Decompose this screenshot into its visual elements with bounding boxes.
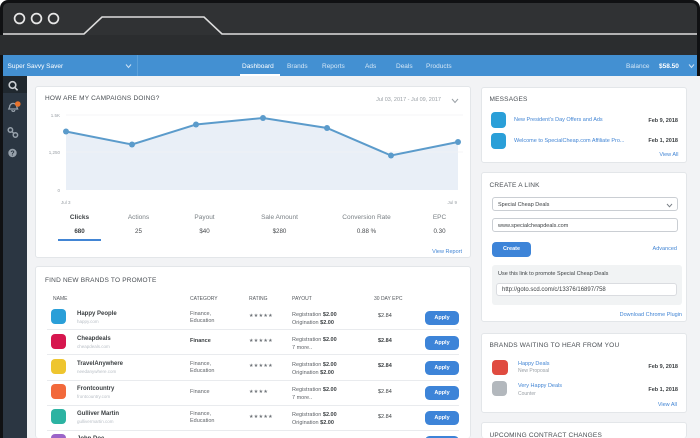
svg-text:1,250: 1,250 xyxy=(49,150,61,155)
svg-text:?: ? xyxy=(10,151,14,158)
svg-text:Jul 9: Jul 9 xyxy=(447,200,457,205)
svg-text:Jul 3: Jul 3 xyxy=(61,200,71,205)
svg-text:0: 0 xyxy=(57,188,60,193)
svg-text:1.5K: 1.5K xyxy=(51,113,60,118)
